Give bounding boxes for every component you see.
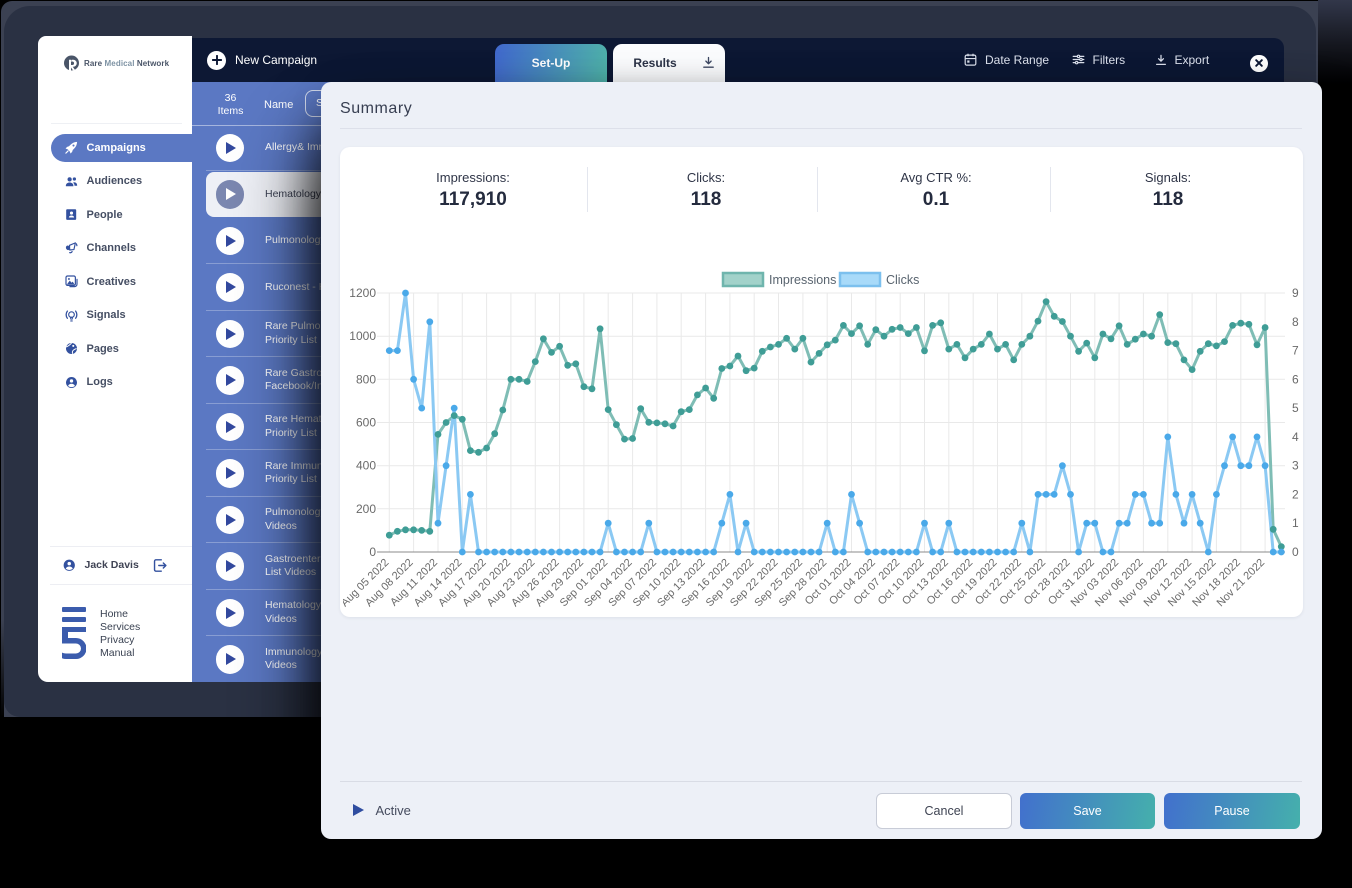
svg-text:7: 7 [1292, 344, 1299, 358]
svg-text:4: 4 [1292, 430, 1299, 444]
svg-text:6: 6 [1292, 372, 1299, 386]
svg-text:1200: 1200 [349, 286, 376, 300]
svg-text:1: 1 [1292, 516, 1299, 530]
svg-text:0: 0 [369, 545, 376, 559]
svg-text:1000: 1000 [349, 329, 376, 343]
svg-text:Impressions: Impressions [769, 273, 836, 287]
svg-text:200: 200 [356, 502, 376, 516]
svg-text:8: 8 [1292, 315, 1299, 329]
svg-text:3: 3 [1292, 459, 1299, 473]
svg-text:0: 0 [1292, 545, 1299, 559]
svg-text:600: 600 [356, 416, 376, 430]
svg-text:400: 400 [356, 459, 376, 473]
svg-text:5: 5 [1292, 401, 1299, 415]
svg-text:800: 800 [356, 372, 376, 386]
svg-text:Clicks: Clicks [886, 273, 919, 287]
svg-text:9: 9 [1292, 286, 1299, 300]
svg-text:2: 2 [1292, 487, 1299, 501]
